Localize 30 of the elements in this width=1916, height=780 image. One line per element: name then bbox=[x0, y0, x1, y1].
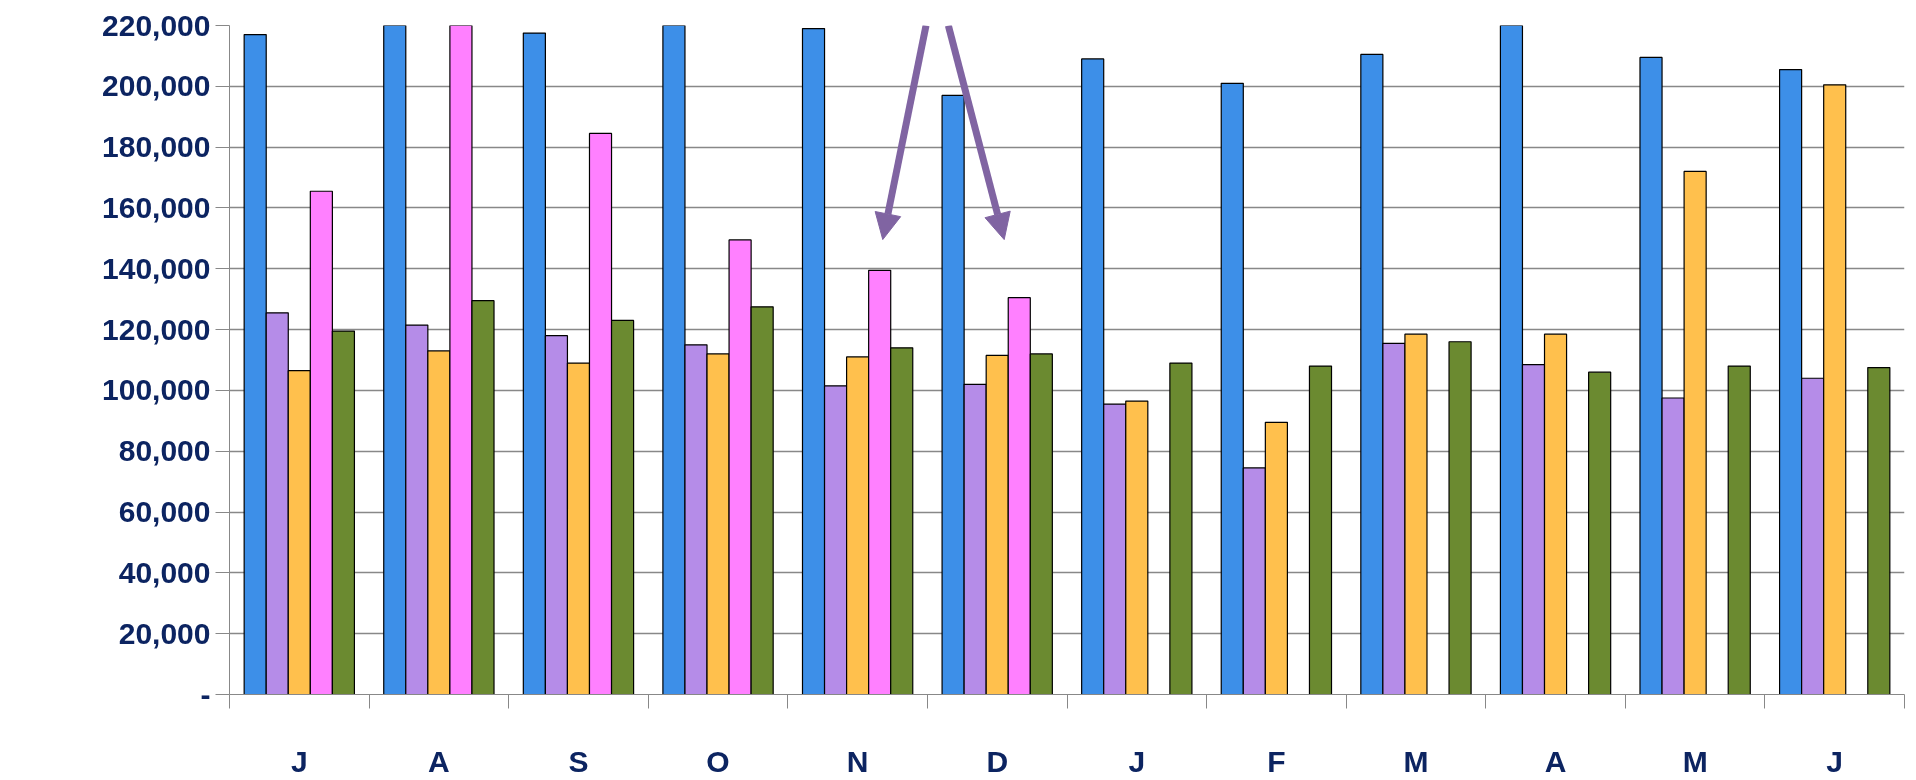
y-tick-label: 80,000 bbox=[118, 434, 211, 468]
x-tick-label: J bbox=[1128, 744, 1146, 778]
y-tick-label: 200,000 bbox=[102, 69, 211, 103]
x-tick-label: D bbox=[986, 744, 1009, 778]
y-tick-label: - bbox=[200, 677, 211, 711]
bar bbox=[1448, 341, 1472, 695]
bar bbox=[1169, 362, 1193, 695]
x-tick-label: O bbox=[706, 744, 730, 778]
y-tick-label: 160,000 bbox=[102, 190, 211, 224]
x-tick-label: J bbox=[290, 744, 308, 778]
y-tick-label: 180,000 bbox=[102, 130, 211, 164]
bar bbox=[1727, 365, 1751, 695]
bar bbox=[1308, 365, 1333, 695]
y-tick-label: 120,000 bbox=[102, 312, 211, 346]
x-tick-label: J bbox=[1826, 744, 1844, 778]
bar bbox=[1867, 367, 1891, 695]
y-tick-label: 20,000 bbox=[118, 616, 211, 650]
bar bbox=[1588, 371, 1612, 695]
x-tick-label: M bbox=[1682, 744, 1708, 778]
x-tick-label: N bbox=[846, 744, 869, 778]
y-tick-label: 220,000 bbox=[102, 8, 211, 42]
y-tick-label: 40,000 bbox=[118, 555, 211, 589]
y-tick-label: 100,000 bbox=[102, 373, 211, 407]
x-tick-label: A bbox=[428, 744, 450, 778]
x-tick-label: A bbox=[1544, 744, 1567, 778]
x-tick-label: M bbox=[1403, 744, 1429, 778]
x-tick-label: S bbox=[568, 744, 589, 778]
y-tick-label: 60,000 bbox=[118, 495, 211, 529]
x-tick-label: F bbox=[1267, 744, 1286, 778]
y-tick-label: 140,000 bbox=[102, 251, 211, 285]
